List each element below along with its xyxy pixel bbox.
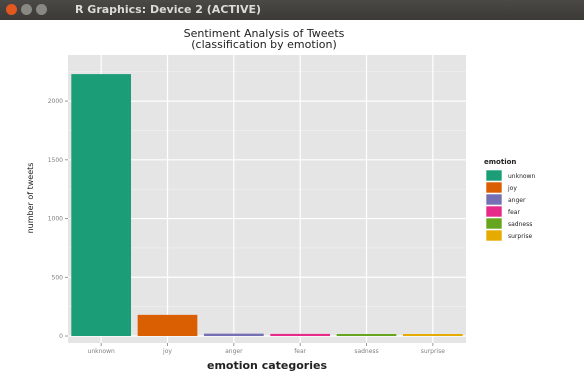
minimize-button[interactable] [21,4,32,15]
x-tick-label: anger [225,348,243,355]
bar-unknown [71,74,132,336]
y-tick-label: 1500 [48,157,63,164]
window-titlebar: R Graphics: Device 2 (ACTIVE) [0,0,584,20]
legend-label-surprise: surprise [508,233,532,240]
plot-panel [68,55,466,343]
legend-key-unknown [485,169,503,182]
legend-key-fear [485,205,503,218]
y-tick-label: 2000 [48,98,63,105]
y-axis-ticks: 0 500 1000 1500 2000 [48,98,68,340]
legend-key-anger [485,193,503,206]
bar-fear [270,333,331,336]
close-button[interactable] [6,4,17,15]
bar-sadness [336,334,397,336]
y-tick-label: 500 [52,274,64,281]
legend-title: emotion [484,158,516,166]
legend-label-sadness: sadness [508,221,532,228]
grid-lines [68,55,466,343]
bars-group [71,74,463,336]
y-tick-label: 1000 [48,216,63,223]
chart-title: Sentiment Analysis of Tweets [184,27,345,40]
x-axis-label: emotion categories [207,359,327,372]
legend-label-anger: anger [508,197,526,204]
legend-key-surprise [485,229,503,242]
legend-label-fear: fear [508,209,520,216]
x-tick-label: fear [294,348,306,355]
legend-key-joy [485,181,503,194]
x-tick-label: surprise [421,348,445,355]
bar-anger [203,333,264,336]
y-tick-label: 0 [59,333,63,340]
chart-subtitle: (classification by emotion) [191,38,337,51]
y-axis-label: number of tweets [26,163,35,234]
window-title: R Graphics: Device 2 (ACTIVE) [75,3,262,16]
legend: emotion unknown joy anger fear sadness surpri… [484,158,535,242]
legend-label-joy: joy [507,185,517,192]
legend-label-unknown: unknown [508,173,535,180]
bar-chart: Sentiment Analysis of Tweets (classifica… [0,20,584,373]
x-tick-label: unknown [88,348,115,355]
legend-key-sadness [485,217,503,230]
x-tick-label: joy [162,348,172,355]
bar-joy [137,314,198,336]
maximize-button[interactable] [36,4,47,15]
x-tick-label: sadness [354,348,378,355]
bar-surprise [402,334,463,336]
x-axis-ticks: unknown joy anger fear sadness surprise [88,343,445,355]
